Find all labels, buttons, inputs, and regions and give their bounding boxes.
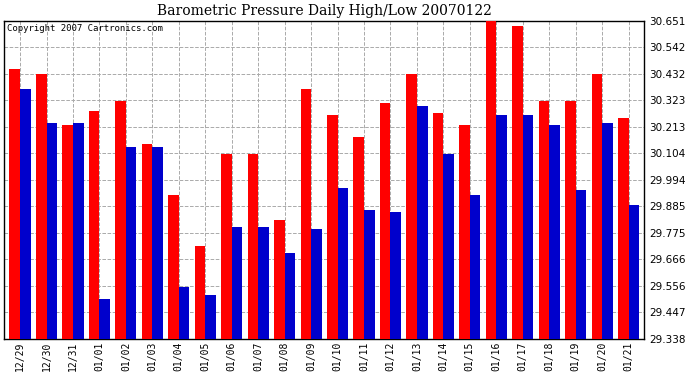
Bar — [126, 147, 137, 339]
Bar — [353, 137, 364, 339]
Bar — [539, 101, 549, 339]
Bar — [391, 212, 401, 339]
Title: Barometric Pressure Daily High/Low 20070122: Barometric Pressure Daily High/Low 20070… — [157, 4, 492, 18]
Bar — [99, 300, 110, 339]
Bar — [301, 89, 311, 339]
Bar — [205, 295, 216, 339]
Bar — [591, 74, 602, 339]
Bar — [496, 116, 507, 339]
Bar — [195, 246, 205, 339]
Bar — [73, 123, 83, 339]
Bar — [152, 147, 163, 339]
Bar — [285, 254, 295, 339]
Bar — [168, 195, 179, 339]
Bar — [486, 21, 496, 339]
Bar — [629, 205, 639, 339]
Bar — [115, 101, 126, 339]
Bar — [512, 26, 523, 339]
Bar — [406, 74, 417, 339]
Bar — [258, 227, 269, 339]
Bar — [274, 219, 285, 339]
Bar — [417, 106, 428, 339]
Bar — [470, 195, 480, 339]
Text: Copyright 2007 Cartronics.com: Copyright 2007 Cartronics.com — [8, 24, 164, 33]
Bar — [380, 103, 391, 339]
Bar — [618, 118, 629, 339]
Bar — [327, 116, 337, 339]
Bar — [248, 154, 258, 339]
Bar — [444, 154, 454, 339]
Bar — [89, 111, 99, 339]
Bar — [36, 74, 46, 339]
Bar — [141, 144, 152, 339]
Bar — [549, 125, 560, 339]
Bar — [602, 123, 613, 339]
Bar — [179, 287, 189, 339]
Bar — [46, 123, 57, 339]
Bar — [523, 116, 533, 339]
Bar — [337, 188, 348, 339]
Bar — [62, 125, 73, 339]
Bar — [232, 227, 242, 339]
Bar — [565, 101, 575, 339]
Bar — [10, 69, 20, 339]
Bar — [433, 113, 444, 339]
Bar — [364, 210, 375, 339]
Bar — [20, 89, 30, 339]
Bar — [221, 154, 232, 339]
Bar — [575, 190, 586, 339]
Bar — [460, 125, 470, 339]
Bar — [311, 229, 322, 339]
